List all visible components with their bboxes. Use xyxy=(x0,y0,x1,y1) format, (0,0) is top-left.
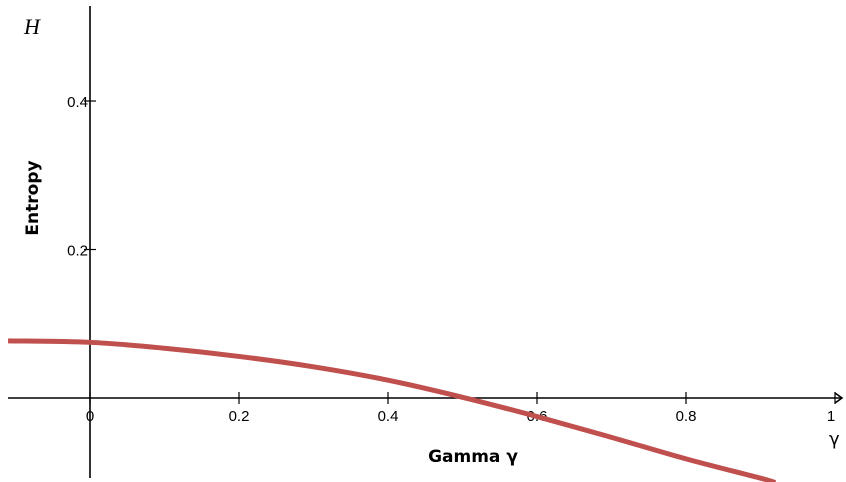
ticks: 0 0.2 0.4 0.6 0.8 10.20.4 xyxy=(67,94,836,425)
x-tick-label: 0.4 xyxy=(378,408,399,425)
x-axis-symbol: γ xyxy=(829,429,840,450)
y-tick-label: 0.2 xyxy=(67,243,88,260)
series-layer xyxy=(8,338,777,482)
x-tick-label: 0 xyxy=(86,408,94,425)
entropy-series-line xyxy=(8,338,777,482)
y-tick-label: 0.4 xyxy=(67,94,88,111)
y-axis-title: Entropy xyxy=(23,160,43,235)
x-tick-label: 0.8 xyxy=(676,408,697,425)
axes xyxy=(8,6,844,478)
x-tick-label: 0.2 xyxy=(229,408,250,425)
x-axis-title: Gamma γ xyxy=(428,447,518,467)
x-tick-label: 1 xyxy=(827,408,835,425)
x-axis-arrow xyxy=(834,392,844,404)
y-axis-symbol: H xyxy=(23,14,41,39)
